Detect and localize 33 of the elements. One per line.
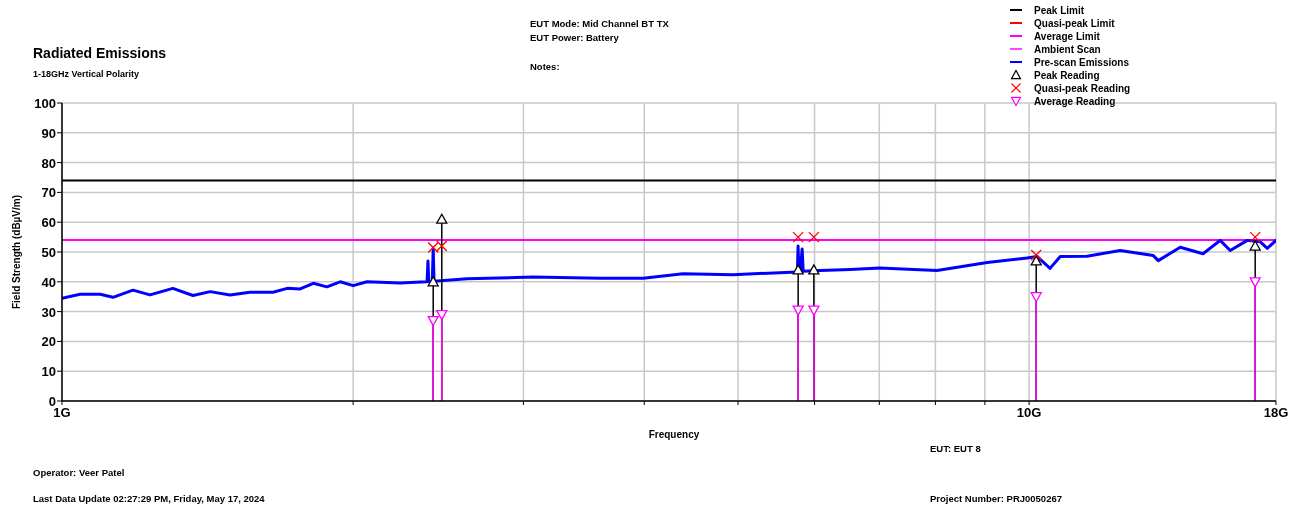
y-tick-label: 20 — [41, 334, 56, 350]
legend-label: Quasi-peak Limit — [1034, 18, 1116, 29]
legend-label: Peak Limit — [1034, 5, 1085, 16]
y-tick-label: 40 — [41, 274, 56, 290]
y-tick-label: 100 — [34, 96, 56, 111]
text: Operator: Veer Patel — [33, 467, 125, 478]
y-tick-label: 10 — [41, 364, 56, 380]
legend-label: Peak Reading — [1034, 70, 1100, 81]
chart-subtitle: 1-18GHz Vertical Polarity — [33, 69, 140, 79]
x-tick-label: 10G — [1016, 405, 1042, 420]
legend-label: Ambient Scan — [1034, 44, 1101, 55]
y-tick-label: 90 — [41, 125, 56, 141]
text: Project Number: PRJ0050267 — [930, 493, 1063, 504]
legend-label: Average Limit — [1034, 31, 1101, 42]
legend-label: Pre-scan Emissions — [1034, 57, 1130, 68]
y-tick-label: 80 — [41, 155, 56, 171]
chart-title: Radiated Emissions — [33, 45, 167, 61]
text: EUT Power: Battery — [530, 32, 620, 43]
y-tick-label: 60 — [41, 215, 56, 231]
y-tick-label: 50 — [41, 245, 56, 260]
x-tick-label: 18G — [1263, 405, 1289, 420]
y-axis-title: Field Strength (dBµV/m) — [11, 194, 22, 310]
legend-label: Average Reading — [1034, 96, 1116, 107]
y-tick-label: 0 — [48, 394, 56, 409]
y-tick-label: 30 — [41, 304, 56, 320]
text: Notes: — [530, 61, 560, 72]
legend-label: Quasi-peak Reading — [1034, 83, 1131, 94]
y-tick-label: 70 — [41, 185, 56, 201]
text: EUT: EUT 8 — [930, 443, 981, 454]
text: Last Data Update 02:27:29 PM, Friday, May 17, 2024 — [33, 493, 266, 504]
x-axis-title: Frequency — [648, 429, 700, 440]
text: EUT Mode: Mid Channel BT TX — [530, 18, 670, 29]
x-tick-label: 1G — [53, 405, 71, 420]
